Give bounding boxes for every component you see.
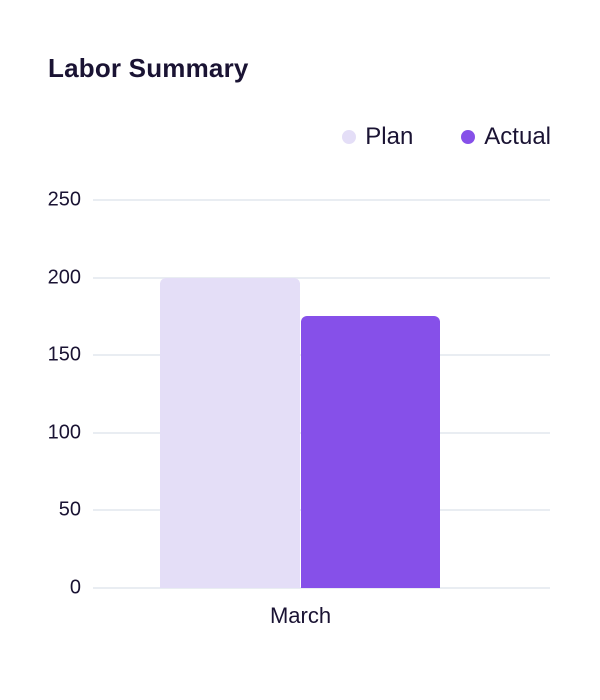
plot-area: 250 200 150 100 50 0 March xyxy=(48,189,550,628)
legend-label-plan: Plan xyxy=(365,123,414,150)
y-axis-tick-label: 50 xyxy=(58,498,81,521)
y-axis-tick-label: 250 xyxy=(47,188,81,211)
legend: Plan Actual xyxy=(342,125,551,149)
y-axis-tick-label: 0 xyxy=(69,576,81,599)
y-axis-tick-label: 150 xyxy=(47,343,81,366)
plan-bar xyxy=(160,277,300,588)
x-axis-category-label: March xyxy=(269,603,332,628)
y-axis-tick-label: 100 xyxy=(47,421,81,444)
gridline-250 xyxy=(93,199,550,201)
plan-legend-dot-icon xyxy=(342,130,357,144)
legend-item-plan[interactable]: Plan xyxy=(342,125,413,149)
actual-legend-dot-icon xyxy=(461,130,476,144)
gridline-200 xyxy=(93,276,550,279)
legend-item-actual[interactable]: Actual xyxy=(461,125,551,149)
legend-label-actual: Actual xyxy=(484,123,551,150)
chart-title: Labor Summary xyxy=(48,53,249,83)
y-axis-tick-label: 200 xyxy=(47,266,81,289)
gridline-0 xyxy=(93,587,550,589)
actual-bar xyxy=(301,316,440,588)
